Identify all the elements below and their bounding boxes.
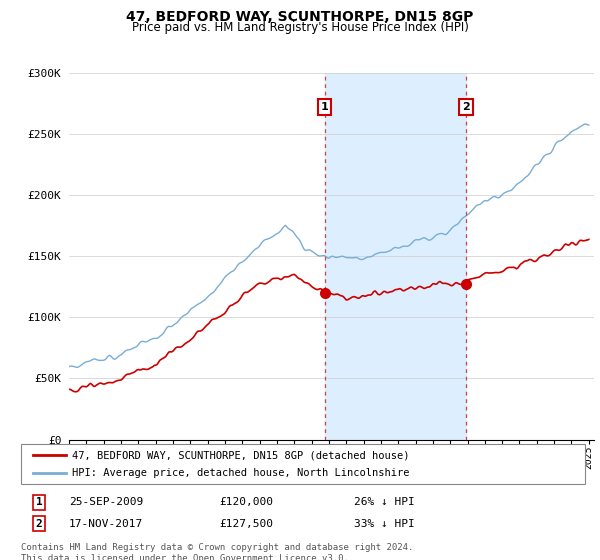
- Text: Contains HM Land Registry data © Crown copyright and database right 2024.
This d: Contains HM Land Registry data © Crown c…: [21, 543, 413, 560]
- Text: £127,500: £127,500: [219, 519, 273, 529]
- Text: 47, BEDFORD WAY, SCUNTHORPE, DN15 8GP (detached house): 47, BEDFORD WAY, SCUNTHORPE, DN15 8GP (d…: [72, 450, 409, 460]
- Text: 1: 1: [35, 497, 43, 507]
- Text: 1: 1: [320, 102, 328, 112]
- Text: 17-NOV-2017: 17-NOV-2017: [69, 519, 143, 529]
- Bar: [325, 73, 466, 440]
- Text: £120,000: £120,000: [219, 497, 273, 507]
- Text: 26% ↓ HPI: 26% ↓ HPI: [354, 497, 415, 507]
- Text: HPI: Average price, detached house, North Lincolnshire: HPI: Average price, detached house, Nort…: [72, 468, 409, 478]
- Text: 33% ↓ HPI: 33% ↓ HPI: [354, 519, 415, 529]
- Text: 47, BEDFORD WAY, SCUNTHORPE, DN15 8GP: 47, BEDFORD WAY, SCUNTHORPE, DN15 8GP: [127, 10, 473, 24]
- Text: 2: 2: [462, 102, 470, 112]
- Text: 25-SEP-2009: 25-SEP-2009: [69, 497, 143, 507]
- Text: Price paid vs. HM Land Registry's House Price Index (HPI): Price paid vs. HM Land Registry's House …: [131, 21, 469, 34]
- Text: 2: 2: [35, 519, 43, 529]
